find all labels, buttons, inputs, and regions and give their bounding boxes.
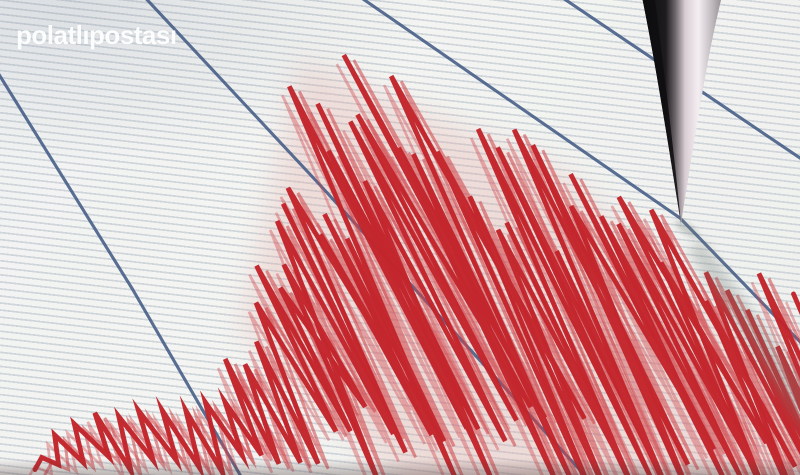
stylus-needle [642, 0, 722, 224]
seismic-trace-echo [28, 63, 800, 475]
watermark-text: polatlıpostası [16, 20, 177, 50]
stylus-shadow [688, 239, 800, 429]
grid-line-3 [361, 0, 800, 345]
stylus-contact-shadow [675, 219, 699, 239]
seismic-trace [32, 53, 800, 475]
